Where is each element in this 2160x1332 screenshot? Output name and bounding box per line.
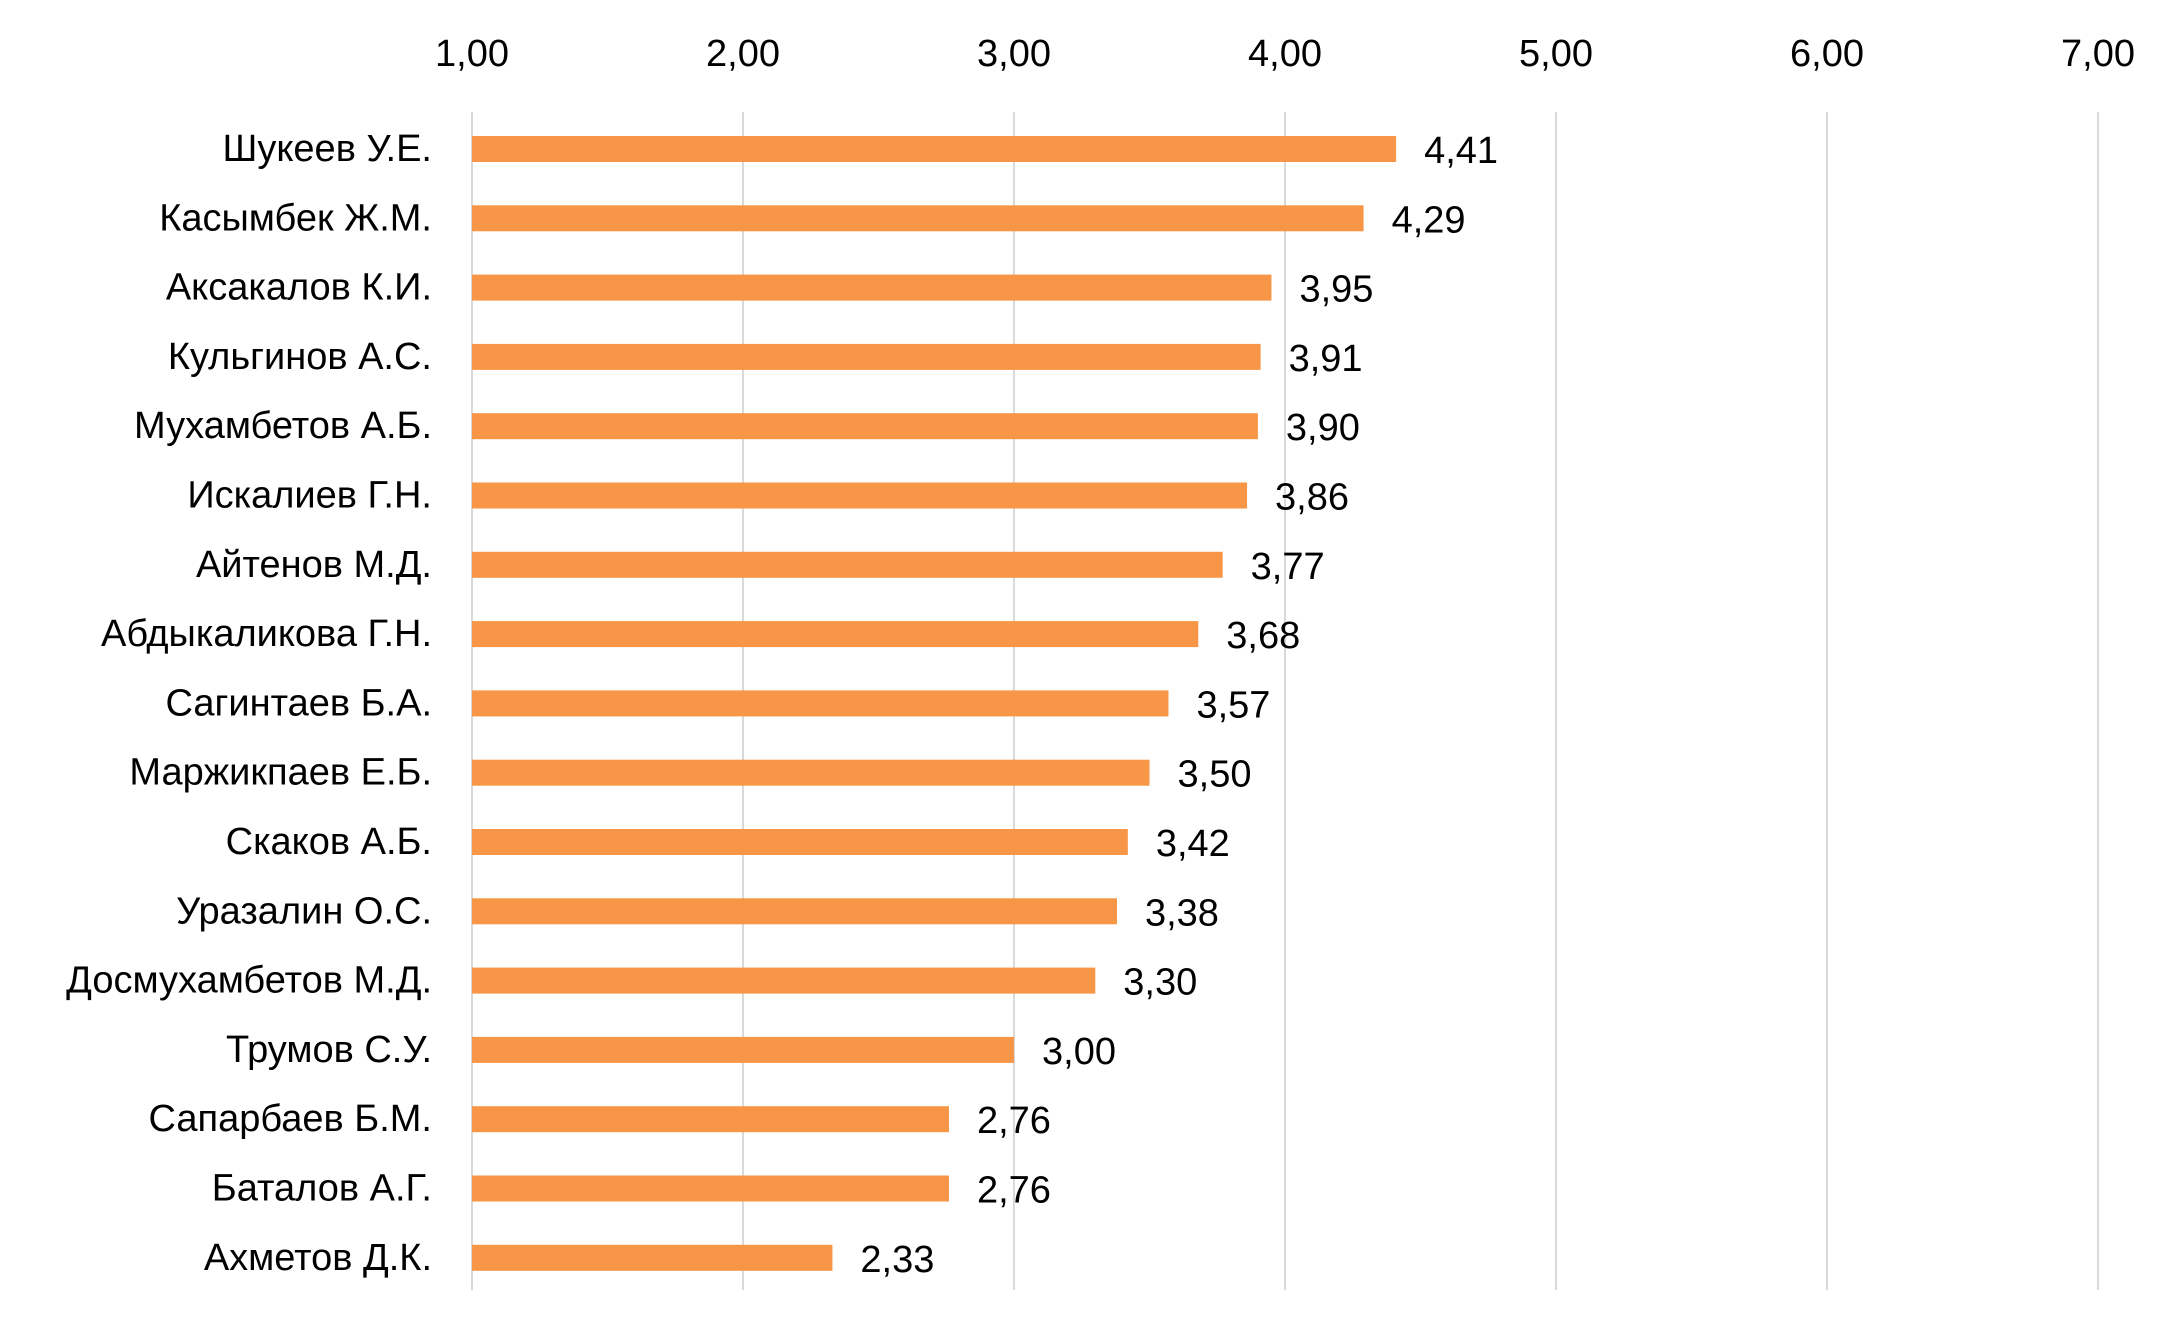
bar — [472, 343, 1261, 370]
data-label: 3,57 — [1196, 684, 1270, 726]
bar — [472, 621, 1199, 648]
category-label: Сагинтаев Б.А. — [166, 682, 432, 724]
category-label: Аксакалов К.И. — [166, 267, 432, 309]
category-label: Баталов А.Г. — [212, 1168, 432, 1210]
category-label: Айтенов М.Д. — [196, 544, 432, 586]
x-tick-label: 1,00 — [435, 33, 509, 75]
data-labels: 4,41 4,29 3,95 3,91 3,90 3,86 3,77 3,68 3,57 3,50… — [860, 130, 1498, 1281]
x-tick-label: 3,00 — [977, 33, 1051, 75]
bar — [472, 205, 1364, 232]
bar — [472, 759, 1150, 786]
data-label: 3,00 — [1042, 1031, 1116, 1073]
category-label: Ахметов Д.К. — [204, 1237, 432, 1279]
bar — [472, 898, 1117, 925]
category-labels: Шукеев У.Е. Касымбек Ж.М. Аксакалов К.И. Ку… — [66, 128, 432, 1279]
bar — [472, 967, 1096, 994]
data-label: 4,29 — [1392, 199, 1466, 241]
bar — [472, 136, 1397, 162]
bar — [472, 1036, 1014, 1063]
x-tick-label: 6,00 — [1790, 33, 1864, 75]
bar — [472, 274, 1272, 301]
category-label: Шукеев У.Е. — [223, 128, 432, 170]
data-label: 3,42 — [1156, 823, 1230, 865]
data-label: 3,77 — [1251, 546, 1325, 588]
x-tick-label: 4,00 — [1248, 33, 1322, 75]
bar — [472, 482, 1248, 509]
data-label: 3,38 — [1145, 892, 1219, 934]
x-tick-label: 2,00 — [706, 33, 780, 75]
category-label: Абдыкаликова Г.Н. — [101, 613, 432, 655]
x-axis-ticks: 1,00 2,00 3,00 4,00 5,00 6,00 7,00 — [435, 33, 2135, 75]
data-label: 3,68 — [1226, 615, 1300, 657]
data-label: 2,76 — [977, 1100, 1051, 1142]
bar — [472, 413, 1258, 440]
data-label: 2,33 — [860, 1239, 934, 1281]
bar — [472, 551, 1223, 578]
category-label: Мухамбетов А.Б. — [134, 405, 432, 447]
bar — [472, 1175, 949, 1202]
bars — [472, 136, 1397, 1271]
data-label: 2,76 — [977, 1170, 1051, 1212]
category-label: Досмухамбетов М.Д. — [66, 960, 432, 1002]
category-label: Касымбек Ж.М. — [159, 197, 432, 239]
category-label: Уразалин О.С. — [176, 890, 432, 932]
x-tick-label: 5,00 — [1519, 33, 1593, 75]
bar — [472, 829, 1128, 855]
data-label: 4,41 — [1424, 130, 1498, 172]
data-label: 3,95 — [1299, 269, 1373, 311]
bar — [472, 690, 1169, 717]
data-label: 3,86 — [1275, 477, 1349, 519]
category-label: Скаков А.Б. — [226, 821, 432, 863]
data-label: 3,90 — [1286, 407, 1360, 449]
bar — [472, 1106, 949, 1133]
bar — [472, 1244, 833, 1271]
category-label: Искалиев Г.Н. — [187, 475, 432, 517]
category-label: Кульгинов А.С. — [168, 336, 432, 378]
data-label: 3,30 — [1123, 962, 1197, 1004]
data-label: 3,91 — [1289, 338, 1363, 380]
category-label: Трумов С.У. — [226, 1029, 432, 1071]
category-label: Маржикпаев Е.Б. — [129, 752, 432, 794]
category-label: Сапарбаев Б.М. — [149, 1098, 432, 1140]
data-label: 3,50 — [1178, 754, 1252, 796]
x-tick-label: 7,00 — [2061, 33, 2135, 75]
